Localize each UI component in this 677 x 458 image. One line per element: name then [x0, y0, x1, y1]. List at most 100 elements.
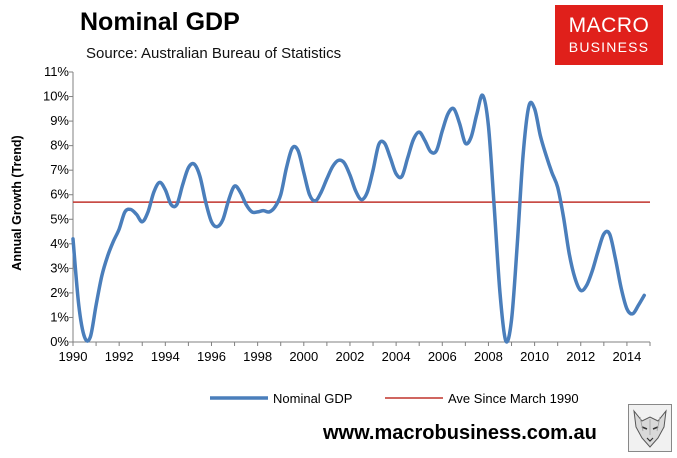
data-point	[366, 191, 369, 194]
data-point	[591, 270, 594, 272]
data-point	[568, 252, 571, 255]
data-point	[487, 125, 490, 127]
data-point	[274, 206, 276, 208]
y-tick-label: 5%	[50, 211, 69, 226]
y-axis-ticks: 0% 1% 2% 3% 4% 5% 6% 7% 8% 9% 10% 11%	[43, 64, 73, 349]
data-point	[147, 211, 149, 213]
data-point	[285, 166, 288, 169]
logo-line-1: MACRO	[568, 14, 650, 37]
x-tick-label: 2008	[474, 349, 503, 364]
data-point	[233, 185, 236, 187]
data-point	[314, 200, 317, 202]
y-tick-label: 7%	[50, 162, 69, 177]
x-tick-label: 1996	[197, 349, 226, 364]
data-point	[303, 171, 305, 174]
y-tick-label: 3%	[50, 260, 69, 275]
data-point	[245, 203, 247, 206]
data-point	[643, 294, 646, 297]
chart-series	[71, 93, 650, 344]
data-point	[481, 94, 484, 97]
data-point	[170, 203, 172, 206]
data-point	[608, 233, 611, 235]
data-point	[279, 193, 282, 196]
data-point	[326, 177, 328, 180]
data-point	[378, 143, 380, 146]
data-point	[424, 139, 426, 142]
data-point	[118, 228, 120, 230]
data-point	[343, 162, 345, 164]
data-point	[545, 154, 547, 157]
data-point	[256, 211, 259, 213]
x-tick-label: 2006	[428, 349, 457, 364]
data-point	[574, 277, 576, 279]
data-point	[227, 198, 230, 201]
data-point	[181, 184, 184, 186]
data-point	[528, 105, 530, 108]
data-point	[406, 157, 409, 159]
data-point	[626, 308, 628, 310]
y-tick-label: 11%	[44, 64, 69, 79]
data-point	[129, 208, 132, 211]
data-point	[112, 240, 115, 243]
data-point	[429, 150, 432, 153]
data-point	[222, 218, 224, 221]
data-point	[603, 233, 605, 235]
data-point	[470, 136, 472, 138]
x-tick-label: 1992	[105, 349, 134, 364]
y-tick-label: 4%	[50, 236, 69, 251]
x-tick-label: 2000	[289, 349, 318, 364]
data-point	[349, 174, 351, 176]
data-point	[383, 142, 386, 144]
nominal-gdp-line	[71, 93, 646, 344]
data-point	[510, 319, 513, 321]
data-point	[562, 216, 565, 218]
data-point	[141, 220, 144, 223]
x-tick-label: 2004	[382, 349, 411, 364]
y-tick-label: 0%	[50, 334, 69, 349]
data-point	[360, 198, 363, 201]
data-point	[533, 108, 536, 110]
data-point	[412, 138, 415, 141]
data-point	[620, 287, 622, 289]
data-point	[372, 169, 374, 171]
data-point	[83, 336, 86, 338]
data-point	[354, 190, 357, 192]
data-point	[637, 304, 640, 306]
data-point	[418, 131, 421, 133]
data-point	[464, 142, 467, 144]
chart-title: Nominal GDP	[80, 8, 240, 36]
chart-axes	[72, 72, 650, 343]
data-point	[193, 163, 195, 165]
data-point	[516, 243, 519, 245]
data-point	[395, 173, 397, 175]
data-point	[187, 166, 190, 169]
data-point	[262, 209, 265, 212]
data-point	[585, 284, 588, 287]
x-tick-label: 1994	[151, 349, 180, 364]
data-point	[77, 304, 80, 306]
data-point	[389, 157, 392, 159]
x-tick-label: 1990	[59, 349, 88, 364]
wolf-logo-icon	[628, 404, 672, 452]
data-point	[101, 274, 103, 277]
data-point	[458, 122, 461, 125]
data-point	[308, 193, 311, 196]
data-point	[176, 203, 178, 206]
data-point	[476, 112, 478, 115]
website-url[interactable]: www.macrobusiness.com.au	[323, 422, 597, 444]
data-point	[614, 257, 617, 260]
data-point	[597, 250, 599, 252]
data-point	[210, 220, 213, 223]
macrobusiness-logo: MACRO BUSINESS	[555, 5, 663, 65]
data-point	[579, 289, 582, 292]
data-point	[268, 211, 270, 213]
data-point	[164, 189, 167, 191]
data-point	[152, 191, 155, 194]
data-point	[124, 211, 126, 213]
data-point	[291, 147, 294, 149]
y-axis-label: Annual Growth (Trend)	[10, 135, 24, 271]
data-point	[331, 165, 334, 168]
legend-label-nominal-gdp: Nominal GDP	[273, 391, 352, 406]
data-point	[72, 238, 74, 240]
y-tick-label: 10%	[43, 89, 69, 104]
